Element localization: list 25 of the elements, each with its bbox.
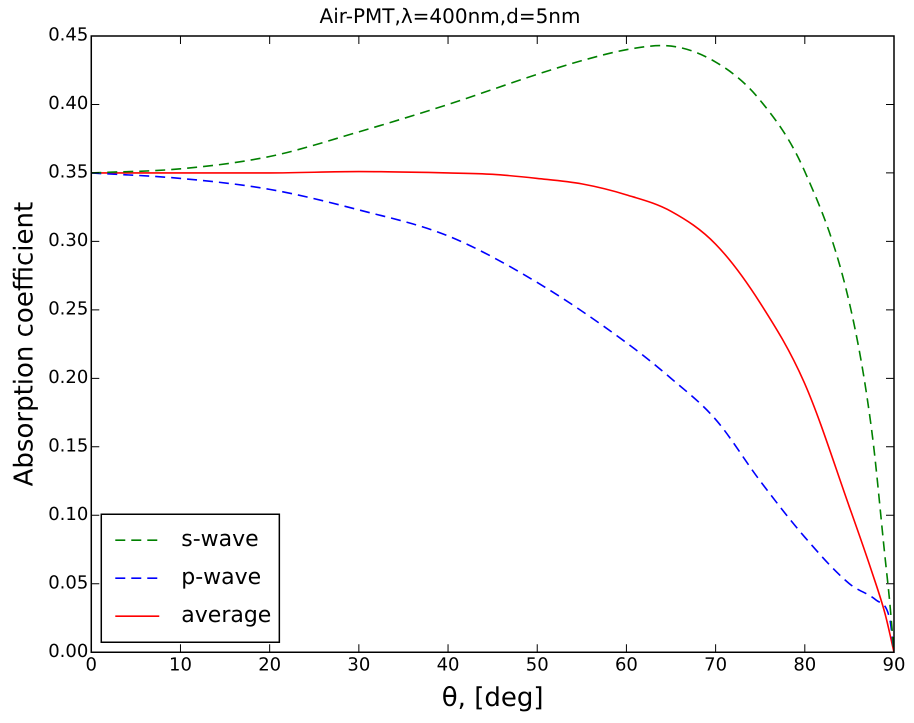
- x-tick-label: 40: [436, 654, 460, 676]
- y-tick-label: 0.40: [48, 93, 88, 114]
- legend-label: average: [181, 602, 272, 628]
- x-tick-label: 60: [614, 654, 638, 676]
- y-tick-label: 0.25: [48, 298, 88, 320]
- x-tick-label: 70: [704, 654, 728, 676]
- legend-label: p-wave: [181, 564, 262, 590]
- y-tick-label: 0.30: [48, 230, 88, 252]
- x-tick-label: 90: [882, 654, 906, 676]
- y-axis-title: Absorption coefficient: [9, 202, 40, 486]
- x-tick-label: 10: [169, 654, 192, 676]
- x-tick-label: 80: [793, 654, 816, 676]
- x-tick-label: 0: [86, 654, 98, 676]
- x-tick-label: 20: [258, 654, 282, 676]
- chart-title: Air-PMT,λ=400nm,d=5nm: [320, 4, 580, 28]
- x-tick-label: 50: [526, 654, 549, 676]
- y-tick-label: 0.05: [48, 572, 88, 594]
- y-tick-label: 0.20: [48, 367, 88, 388]
- y-tick-label: 0.15: [48, 435, 88, 456]
- x-axis-title: θ, [deg]: [442, 683, 544, 714]
- x-tick-label: 30: [347, 654, 370, 676]
- legend-label: s-wave: [181, 526, 259, 552]
- y-tick-label: 0.35: [48, 162, 88, 183]
- y-tick-label: 0.10: [48, 504, 88, 525]
- y-tick-label: 0.45: [48, 24, 88, 46]
